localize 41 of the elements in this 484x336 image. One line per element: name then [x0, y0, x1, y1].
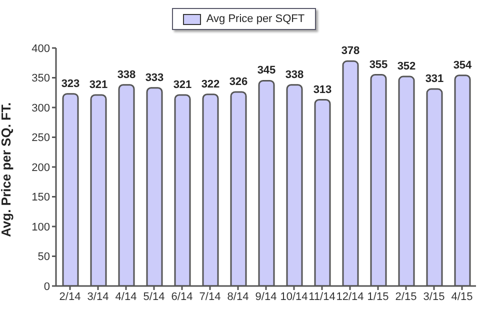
x-tick-label: 4/14: [115, 290, 137, 303]
x-tick-label: 7/14: [199, 290, 221, 303]
y-tick-label: 250: [32, 132, 50, 144]
y-tick-label: 400: [32, 42, 50, 55]
data-label: 333: [145, 72, 164, 84]
x-tick-label: 6/14: [171, 290, 193, 303]
x-tick-label: 2/14: [59, 290, 81, 303]
x-tick-label: 3/14: [87, 290, 109, 303]
x-tick-label: 10/14: [280, 290, 308, 303]
data-label: 355: [369, 58, 388, 71]
data-label: 323: [61, 78, 80, 90]
data-label: 338: [117, 68, 136, 81]
x-tick-label: 9/14: [255, 290, 277, 303]
y-tick-label: 350: [32, 72, 50, 85]
data-label: 338: [285, 68, 304, 81]
data-label: 345: [257, 64, 276, 77]
data-label: 354: [453, 59, 473, 72]
x-tick-label: 12/14: [336, 290, 364, 303]
data-label: 313: [313, 84, 332, 96]
x-tick-label: 8/14: [227, 290, 249, 303]
data-label: 321: [89, 79, 108, 92]
data-label: 331: [425, 73, 444, 86]
y-tick-label: 100: [32, 221, 50, 234]
y-tick-label: 0: [44, 280, 50, 293]
legend-label: Avg Price per SQFT: [205, 13, 305, 25]
x-tick-label: 5/14: [143, 290, 165, 303]
data-label: 322: [201, 78, 220, 90]
data-label: 352: [397, 60, 416, 73]
x-tick-label: 11/14: [308, 290, 336, 303]
y-tick-label: 150: [32, 192, 50, 204]
y-tick-label: 50: [38, 251, 50, 264]
x-tick-label: 4/15: [451, 290, 473, 303]
x-tick-label: 2/15: [395, 290, 417, 303]
data-label: 378: [341, 45, 360, 58]
y-tick-label: 300: [32, 102, 50, 114]
data-label: 326: [229, 76, 248, 88]
data-label: 321: [173, 79, 192, 92]
y-tick-label: 200: [32, 162, 50, 174]
y-axis-title: Avg. Price per SQ. FT.: [0, 102, 14, 237]
x-tick-label: 3/15: [423, 290, 445, 303]
x-tick-label: 1/15: [367, 290, 389, 303]
